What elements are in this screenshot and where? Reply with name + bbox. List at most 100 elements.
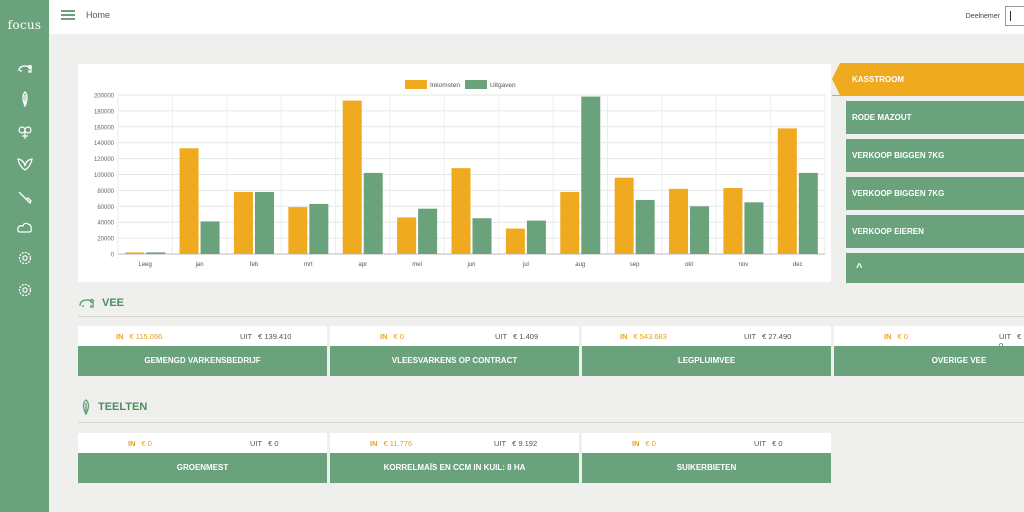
x-tick-label: dec <box>793 262 803 268</box>
menu-icon[interactable] <box>61 10 75 21</box>
bar-inkomsten <box>505 228 525 254</box>
in-value: € 0 <box>645 439 656 448</box>
animals-icon[interactable] <box>17 61 33 77</box>
in-value: € 0 <box>141 439 152 448</box>
tile-button[interactable]: SUIKERBIETEN <box>582 453 831 483</box>
cloud-icon[interactable] <box>17 220 33 236</box>
app-logo[interactable]: focus <box>7 18 42 32</box>
sidebar: focus <box>0 0 49 512</box>
in-label: IN <box>884 332 892 341</box>
tile-vee: IN € 543.683 UIT € 27.490 LEGPLUIMVEE <box>582 326 831 376</box>
top-bar: Home Deelnemer <box>49 0 1024 34</box>
tile-vee: IN € 115.066 UIT € 139.410 GEMENGD VARKENS… <box>78 326 327 376</box>
in-label: IN <box>370 439 378 448</box>
tile-button[interactable]: LEGPLUIMVEE <box>582 346 831 376</box>
out-value: € 27.490 <box>762 332 792 341</box>
breadcrumb-home[interactable]: Home <box>86 10 111 20</box>
menu-item-verkoop-biggen[interactable]: VERKOOP BIGGEN 7KG <box>846 139 1024 172</box>
out-value: € 0 <box>268 439 279 448</box>
section-teelten-title: TEELTEN <box>98 401 148 413</box>
bar-inkomsten <box>179 148 199 254</box>
divider <box>78 316 1024 317</box>
tile-button[interactable]: KORRELMAÏS EN CCM IN KUIL: 8 HA <box>330 453 579 483</box>
out-label: UIT <box>744 332 757 341</box>
x-tick-label: okt <box>685 262 693 268</box>
out-label: UIT <box>240 332 253 341</box>
leaves-icon[interactable] <box>17 156 33 172</box>
settings-icon-2[interactable] <box>17 282 33 298</box>
out-label: UIT <box>999 332 1012 341</box>
bar-inkomsten <box>288 207 308 254</box>
out-value: € 0 <box>999 332 1022 350</box>
tile-vee: IN€ 0 UIT€ 0 OVERIGE VEE <box>834 326 1024 376</box>
bar-uitgaven <box>744 202 764 254</box>
bar-inkomsten <box>614 177 634 254</box>
tile-teelten: IN € 0 UIT € 0 GROENMEST <box>78 433 327 483</box>
menu-item-verkoop-eieren[interactable]: VERKOOP EIEREN <box>846 215 1024 248</box>
y-tick-label: 40000 <box>97 221 114 227</box>
y-tick-label: 0 <box>111 253 115 259</box>
y-tick-label: 120000 <box>94 157 115 163</box>
tile-teelten: IN € 11.776 UIT € 9.192 KORRELMAÏS EN CCM … <box>330 433 579 483</box>
y-tick-label: 100000 <box>94 173 115 179</box>
bar-uitgaven <box>581 96 601 254</box>
menu-item-kasstroom[interactable]: KASSTROOM <box>832 63 1024 96</box>
divider <box>78 422 1024 423</box>
bar-uitgaven <box>254 191 274 254</box>
y-tick-label: 160000 <box>94 125 115 131</box>
bar-inkomsten <box>723 188 743 254</box>
out-value: € 9.192 <box>512 439 538 448</box>
x-tick-label: jun <box>466 262 475 268</box>
bar-uitgaven <box>472 218 492 254</box>
legend-label: Uitgaven <box>490 82 516 89</box>
out-label: UIT <box>495 332 508 341</box>
tile-vee: IN € 0 UIT € 1.409 VLEESVARKENS OP CONTRAC… <box>330 326 579 376</box>
bar-inkomsten <box>233 191 253 254</box>
in-label: IN <box>128 439 136 448</box>
bar-inkomsten <box>342 100 362 254</box>
user-select[interactable] <box>1005 6 1024 26</box>
legend-swatch <box>465 80 487 89</box>
legend-swatch <box>405 80 427 89</box>
y-tick-label: 80000 <box>97 189 114 195</box>
bar-uitgaven <box>309 203 329 254</box>
tools-icon[interactable] <box>17 189 33 205</box>
fruit-icon[interactable] <box>17 124 33 140</box>
animals-icon <box>78 295 96 311</box>
bar-inkomsten <box>669 188 689 254</box>
section-vee-title: VEE <box>102 297 125 309</box>
y-tick-label: 180000 <box>94 109 115 115</box>
in-value: € 0 <box>393 332 404 341</box>
in-value: € 11.776 <box>383 439 413 448</box>
bar-uitgaven <box>798 172 818 254</box>
tile-teelten: IN € 0 UIT € 0 SUIKERBIETEN <box>582 433 831 483</box>
out-value: € 1.409 <box>513 332 539 341</box>
bar-uitgaven <box>363 172 383 254</box>
settings-icon[interactable] <box>17 250 33 266</box>
bar-inkomsten <box>560 191 580 254</box>
tile-button[interactable]: GEMENGD VARKENSBEDRIJF <box>78 346 327 376</box>
bar-inkomsten <box>397 217 417 254</box>
x-tick-label: apr <box>358 262 367 268</box>
crops-icon[interactable] <box>17 91 33 107</box>
in-value: € 115.066 <box>129 332 163 341</box>
bar-uitgaven <box>146 252 166 254</box>
cashflow-chart-card: 0 20000 40000 60000 80000 100000 120000 140000 1… <box>78 64 831 282</box>
tile-button[interactable]: GROENMEST <box>78 453 327 483</box>
x-tick-label: sep <box>630 262 640 268</box>
bar-inkomsten <box>777 128 797 254</box>
menu-item-rode-mazout[interactable]: RODE MAZOUT <box>846 101 1024 134</box>
x-tick-label: Leeg <box>139 262 152 268</box>
bar-uitgaven <box>526 220 546 254</box>
out-label: UIT <box>494 439 507 448</box>
bar-inkomsten <box>451 168 471 254</box>
collapse-button[interactable]: ^ <box>846 253 1024 283</box>
out-value: € 139.410 <box>258 332 292 341</box>
in-label: IN <box>116 332 124 341</box>
y-tick-label: 140000 <box>94 141 115 147</box>
x-tick-label: mei <box>412 262 422 268</box>
menu-item-verkoop-biggen-2[interactable]: VERKOOP BIGGEN 7KG <box>846 177 1024 210</box>
tile-button[interactable]: VLEESVARKENS OP CONTRACT <box>330 346 579 376</box>
bar-uitgaven <box>200 221 220 254</box>
tile-button[interactable]: OVERIGE VEE <box>834 346 1024 376</box>
